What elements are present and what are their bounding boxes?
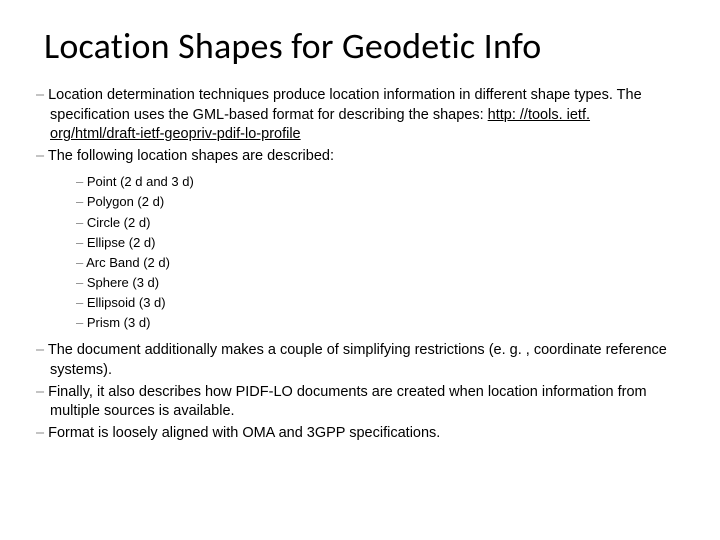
sub-item-label: Arc Band (2 d) [86,255,170,270]
dash-icon: – [76,194,87,209]
dash-icon: – [76,295,87,310]
dash-icon: – [36,148,48,164]
sub-item-label: Polygon (2 d) [87,194,164,209]
dash-icon: – [76,255,86,270]
bullet-1: – Location determination techniques prod… [36,86,684,145]
dash-icon: – [36,384,48,400]
dash-icon: – [76,235,87,250]
sub-item: – Prism (3 d) [76,313,684,333]
dash-icon: – [76,215,87,230]
dash-icon: – [76,174,87,189]
sub-item-label: Sphere (3 d) [87,275,159,290]
sub-item-label: Point (2 d and 3 d) [87,174,194,189]
bullet-3-text: The document additionally makes a couple… [48,342,667,378]
sub-item-label: Ellipsoid (3 d) [87,295,166,310]
sub-item-label: Circle (2 d) [87,215,151,230]
bullet-5: – Format is loosely aligned with OMA and… [36,424,684,444]
sub-item-label: Prism (3 d) [87,315,151,330]
dash-icon: – [36,425,48,441]
sub-item: – Sphere (3 d) [76,273,684,293]
bullet-2: – The following location shapes are desc… [36,147,684,167]
bullet-2-text: The following location shapes are descri… [48,148,334,164]
sub-item: – Ellipsoid (3 d) [76,293,684,313]
sub-list: – Point (2 d and 3 d) – Polygon (2 d) – … [76,172,684,333]
dash-icon: – [76,275,87,290]
dash-icon: – [76,315,87,330]
sub-item: – Arc Band (2 d) [76,253,684,273]
dash-icon: – [36,87,48,103]
bullet-5-text: Format is loosely aligned with OMA and 3… [48,425,440,441]
dash-icon: – [36,342,48,358]
sub-item: – Circle (2 d) [76,213,684,233]
page-title: Location Shapes for Geodetic Info [44,24,684,68]
bullet-3: – The document additionally makes a coup… [36,341,684,380]
bullet-4-text: Finally, it also describes how PIDF-LO d… [48,384,647,420]
bullet-4: – Finally, it also describes how PIDF-LO… [36,383,684,422]
sub-item: – Polygon (2 d) [76,192,684,212]
sub-item: – Ellipse (2 d) [76,233,684,253]
sub-item-label: Ellipse (2 d) [87,235,156,250]
sub-item: – Point (2 d and 3 d) [76,172,684,192]
